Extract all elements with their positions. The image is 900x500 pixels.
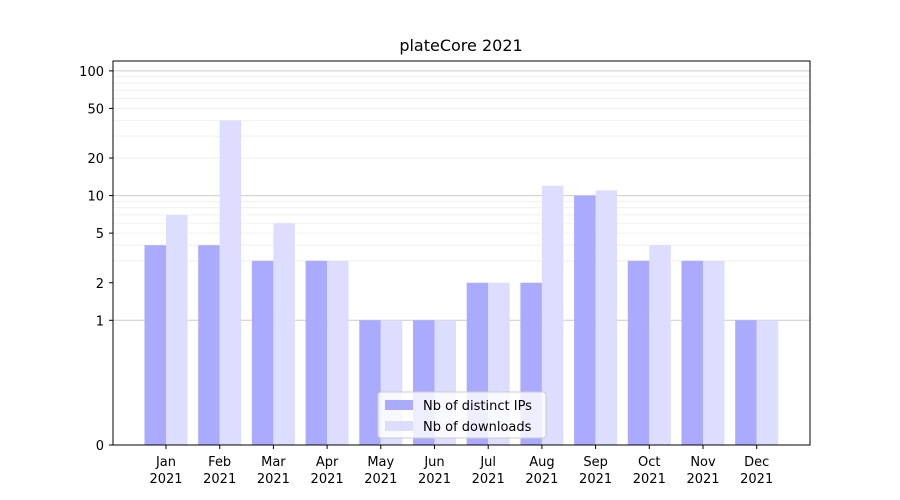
x-tick-label-year: 2021 <box>364 472 397 487</box>
x-tick-label-month: Feb <box>208 455 231 470</box>
legend-label-distinct-ips: Nb of distinct IPs <box>423 399 532 414</box>
y-tick-label: 5 <box>96 227 104 242</box>
x-tick-label-year: 2021 <box>149 472 182 487</box>
x-tick-label-month: Aug <box>529 455 554 470</box>
x-tick-label-month: Dec <box>744 455 769 470</box>
x-tick-label-year: 2021 <box>257 472 290 487</box>
bar-downloads <box>595 190 618 445</box>
bar-downloads <box>649 245 671 445</box>
y-tick-label: 100 <box>79 65 104 80</box>
legend-box <box>377 391 547 439</box>
x-tick-label-month: Jul <box>479 455 496 470</box>
x-tick-label-month: Mar <box>261 455 286 470</box>
x-tick-label-year: 2021 <box>203 472 236 487</box>
legend-swatch-downloads <box>385 421 413 431</box>
bar-downloads <box>541 185 564 445</box>
legend-label-downloads: Nb of downloads <box>423 420 532 435</box>
x-tick-label-month: Nov <box>690 455 716 470</box>
x-tick-label-year: 2021 <box>472 472 505 487</box>
plot-frame <box>112 60 811 446</box>
bar-downloads <box>703 260 725 445</box>
bar-downloads <box>756 320 779 445</box>
bar-distinct-ips <box>681 260 703 445</box>
x-tick-label-month: Jan <box>155 455 176 470</box>
x-tick-label-month: May <box>367 455 394 470</box>
bar-downloads <box>273 223 295 445</box>
x-tick-label-year: 2021 <box>686 472 719 487</box>
y-tick-label: 2 <box>96 277 104 292</box>
legend-swatch-distinct-ips <box>385 400 413 410</box>
bar-downloads <box>219 120 242 445</box>
bar-distinct-ips <box>144 245 166 445</box>
bar-distinct-ips <box>627 260 650 445</box>
bar-distinct-ips <box>574 195 596 445</box>
x-tick-label-year: 2021 <box>311 472 344 487</box>
y-tick-label: 0 <box>96 439 104 454</box>
y-tick-label: 20 <box>87 152 104 167</box>
x-tick-label-month: Apr <box>316 455 339 470</box>
y-tick-label: 10 <box>87 190 104 205</box>
axes: 0 1 2 5 10 20 50 100 Jan 2021 Feb 2021 Mar 2021 Apr 202… <box>79 60 811 487</box>
bar-distinct-ips <box>305 260 328 445</box>
x-tick-label-year: 2021 <box>418 472 451 487</box>
bar-downloads <box>327 260 349 445</box>
x-tick-label-year: 2021 <box>579 472 612 487</box>
x-tick-label-month: Oct <box>638 455 660 470</box>
bar-downloads <box>166 214 188 445</box>
x-tick-label-month: Sep <box>583 455 608 470</box>
bar-distinct-ips <box>198 245 220 445</box>
legend: Nb of distinct IPs Nb of downloads <box>377 391 547 439</box>
x-tick-label-year: 2021 <box>525 472 558 487</box>
y-tick-label: 1 <box>96 314 104 329</box>
bar-distinct-ips <box>735 320 757 445</box>
chart-title: plateCore 2021 <box>399 36 522 55</box>
y-tick-label: 50 <box>87 102 104 117</box>
x-tick-label-month: Jun <box>423 455 444 470</box>
x-tick-label-year: 2021 <box>740 472 773 487</box>
bar-distinct-ips <box>251 260 274 445</box>
x-tick-label-year: 2021 <box>633 472 666 487</box>
bar-distinct-ips <box>359 320 381 445</box>
